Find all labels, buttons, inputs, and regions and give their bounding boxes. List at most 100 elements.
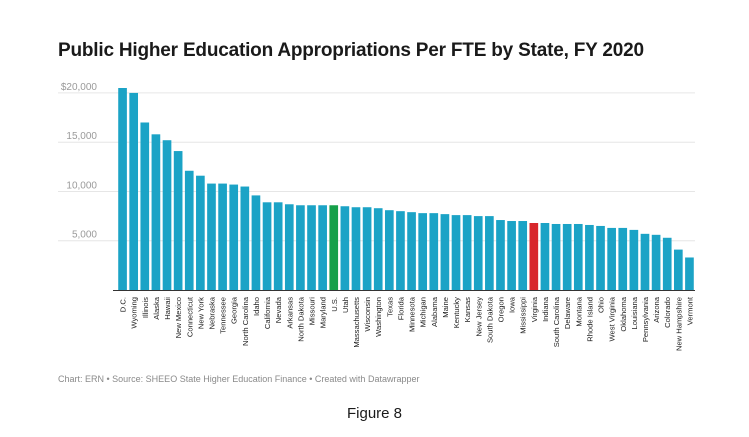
x-tick-label: Kentucky <box>452 297 461 328</box>
x-tick-label: Connecticut <box>185 296 194 337</box>
chart-footer: Chart: ERN • Source: SHEEO State Higher … <box>58 374 420 384</box>
x-tick-label: Wisconsin <box>363 297 372 332</box>
x-tick-label: North Dakota <box>296 296 305 342</box>
bar-missouri <box>307 205 316 290</box>
bar-florida <box>396 211 405 290</box>
x-tick-label: Louisiana <box>630 296 639 329</box>
x-tick-label: Maryland <box>319 297 328 328</box>
bar-new-mexico <box>173 151 183 290</box>
y-tick-label: 15,000 <box>66 131 97 142</box>
x-tick-label: Maine <box>441 297 450 318</box>
y-tick-label: $20,000 <box>61 82 98 93</box>
bar-u-s <box>329 205 339 290</box>
bar-rhode-island <box>585 224 594 290</box>
bar-pennsylvania <box>640 233 650 290</box>
x-tick-label: Rhode Island <box>585 297 594 342</box>
bar-indiana <box>540 223 550 290</box>
x-tick-label: Michigan <box>419 297 428 327</box>
x-tick-label: Kansas <box>463 297 472 323</box>
bar-wisconsin <box>362 207 372 290</box>
bar-texas <box>384 210 394 290</box>
x-tick-label: D.C. <box>119 297 128 312</box>
bar-new-hampshire <box>673 249 683 290</box>
x-tick-label: Colorado <box>663 297 672 328</box>
bar-alaska <box>151 134 161 290</box>
x-tick-label: New Hampshire <box>674 297 683 351</box>
bar-connecticut <box>184 170 194 290</box>
bar-mississippi <box>518 221 528 290</box>
bar-washington <box>373 208 383 290</box>
x-tick-label: Alaska <box>152 296 161 320</box>
bar-ohio <box>596 225 605 290</box>
bar-south-dakota <box>485 216 494 290</box>
bar-massachusetts <box>351 207 361 290</box>
x-tick-label: North Carolina <box>241 296 250 346</box>
x-tick-label: Illinois <box>141 297 150 318</box>
bar-wyoming <box>129 92 139 291</box>
x-tick-label: Utah <box>341 297 350 313</box>
bar-minnesota <box>407 212 416 290</box>
figure-caption: Figure 8 <box>346 405 403 422</box>
x-tick-label: Texas <box>385 297 394 317</box>
x-tick-label: Nebraska <box>207 296 216 329</box>
x-tick-label: Oregon <box>496 297 505 322</box>
bar-virginia <box>529 223 539 290</box>
x-tick-label: Georgia <box>230 296 239 324</box>
x-tick-label: West Virginia <box>608 296 617 341</box>
bar-utah <box>340 206 350 290</box>
x-tick-label: New Mexico <box>174 297 183 338</box>
chart-title: Public Higher Education Appropriations P… <box>58 40 644 61</box>
x-tick-label: Mississippi <box>519 297 528 334</box>
bar-vermont <box>685 257 694 290</box>
bar-illinois <box>140 122 150 291</box>
bar-tennessee <box>218 183 227 290</box>
x-tick-label: Virginia <box>530 296 539 322</box>
x-tick-label: Tennessee <box>219 297 228 334</box>
x-tick-label: Washington <box>374 297 383 337</box>
x-tick-label: Oklahoma <box>619 296 628 331</box>
bar-michigan <box>418 213 428 290</box>
x-tick-label: South Carolina <box>552 296 561 347</box>
bar-maryland <box>318 205 327 290</box>
x-tick-label: Massachusetts <box>352 297 361 348</box>
x-tick-label: Vermont <box>685 296 694 325</box>
x-tick-label: Pennsylvania <box>641 296 650 342</box>
x-tick-label: Indiana <box>541 296 550 322</box>
bar-maine <box>440 214 450 290</box>
bar-hawaii <box>162 140 172 290</box>
x-tick-label: California <box>263 296 272 329</box>
x-tick-label: Minnesota <box>408 296 417 332</box>
bar-south-carolina <box>551 223 561 290</box>
bar-north-carolina <box>240 186 250 290</box>
x-tick-label: Delaware <box>563 297 572 329</box>
bar-new-york <box>196 175 205 290</box>
bar-oklahoma <box>618 227 628 290</box>
bar-georgia <box>229 184 239 290</box>
x-tick-label: Wyoming <box>130 297 139 329</box>
bar-arkansas <box>284 204 294 290</box>
bar-alabama <box>429 213 439 290</box>
x-tick-label: U.S. <box>330 297 339 312</box>
bars <box>118 88 694 291</box>
x-tick-label: Arkansas <box>285 297 294 329</box>
x-tick-label: South Dakota <box>485 296 494 343</box>
x-tick-label: Ohio <box>597 297 606 313</box>
bar-delaware <box>562 223 572 290</box>
bar-nevada <box>273 202 283 290</box>
bar-kentucky <box>451 215 461 290</box>
x-tick-label: Missouri <box>308 297 317 326</box>
x-axis-tick-labels: D.C. Wyoming Illinois Alaska Hawaii New Mexic… <box>119 296 695 351</box>
x-tick-label: Hawaii <box>163 297 172 320</box>
x-tick-label: Iowa <box>508 296 517 313</box>
x-tick-label: New Jersey <box>474 297 483 337</box>
x-tick-label: Idaho <box>252 297 261 316</box>
y-tick-label: 10,000 <box>66 180 97 191</box>
bar-d-c <box>118 88 127 290</box>
bar-west-virginia <box>607 227 616 290</box>
bar-iowa <box>507 221 516 290</box>
y-tick-label: 5,000 <box>72 230 97 241</box>
x-tick-label: Florida <box>396 296 405 320</box>
x-tick-label: Nevada <box>274 296 283 323</box>
bar-arizona <box>651 234 661 290</box>
